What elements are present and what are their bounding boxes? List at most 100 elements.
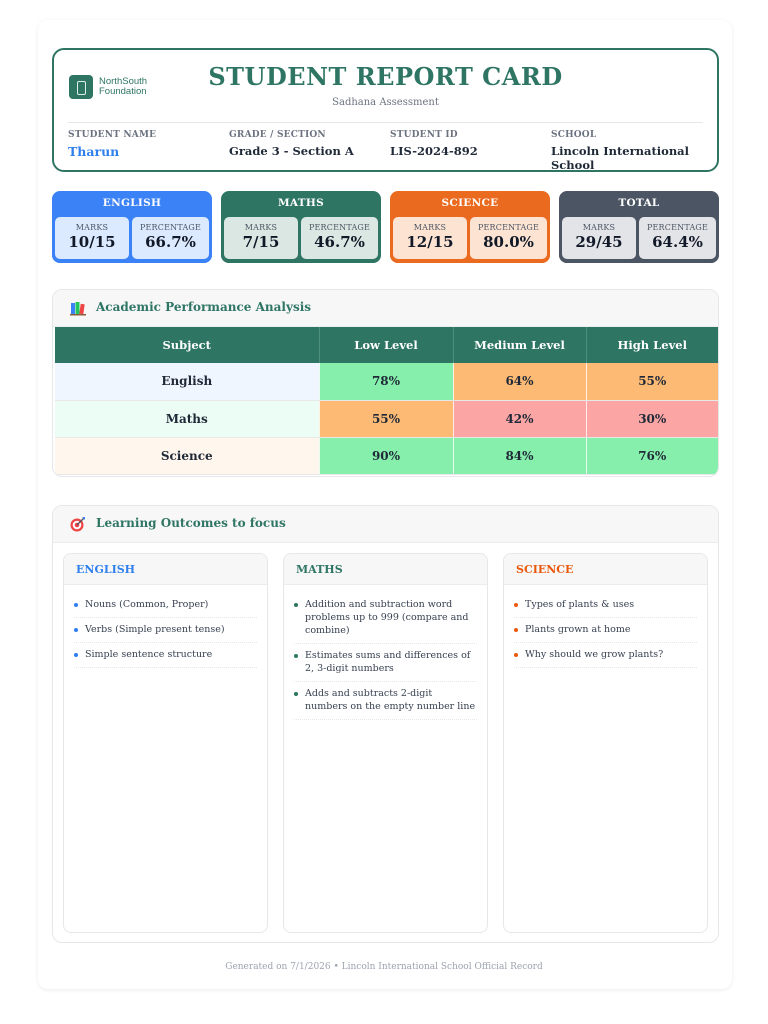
outcome-text: Plants grown at home xyxy=(525,624,631,635)
list-item: Why should we grow plants? xyxy=(514,643,697,668)
score-card-title: ENGLISH xyxy=(102,197,162,209)
percentage-box: PERCENTAGE 66.7% xyxy=(132,217,209,259)
grade-value: Grade 3 - Section A xyxy=(229,144,354,158)
percentage-box: PERCENTAGE 80.0% xyxy=(470,217,547,259)
student-id-label: STUDENT ID xyxy=(390,130,458,140)
bullet-icon xyxy=(294,603,298,607)
header-medium-level: Medium Level xyxy=(453,327,587,363)
bullet-icon xyxy=(74,628,78,632)
list-item: Nouns (Common, Proper) xyxy=(74,593,257,618)
outcome-text: Simple sentence structure xyxy=(85,649,213,660)
bullet-icon xyxy=(294,654,298,658)
marks-value: 7/15 xyxy=(242,233,280,251)
student-name-value: Tharun xyxy=(68,144,120,159)
list-item: Adds and subtracts 2-digit numbers on th… xyxy=(294,682,477,720)
logo-line-1: NorthSouth xyxy=(99,76,148,87)
list-item: Estimates sums and differences of 2, 3-d… xyxy=(294,644,477,682)
report-header: NorthSouth Foundation STUDENT REPORT CAR… xyxy=(52,48,719,172)
percentage-box: PERCENTAGE 64.4% xyxy=(639,217,716,259)
header-subject: Subject xyxy=(55,327,320,363)
outcome-text: Verbs (Simple present tense) xyxy=(85,624,225,635)
score-card-science: SCIENCE MARKS 12/15 PERCENTAGE 80.0% xyxy=(390,191,550,263)
outcomes-list: Types of plants & uses Plants grown at h… xyxy=(504,585,707,668)
percentage-value: 66.7% xyxy=(145,233,196,251)
percentage-value: 64.4% xyxy=(652,233,703,251)
header-divider xyxy=(68,122,703,123)
marks-label: MARKS xyxy=(244,223,278,232)
marks-label: MARKS xyxy=(413,223,447,232)
outcomes-title: Learning Outcomes to focus xyxy=(96,516,286,530)
books-icon xyxy=(70,302,86,316)
foundation-logo: NorthSouth Foundation xyxy=(69,75,147,99)
footer-note: Generated on 7/1/2026 • Lincoln Internat… xyxy=(225,962,543,972)
score-card-english: ENGLISH MARKS 10/15 PERCENTAGE 66.7% xyxy=(52,191,212,263)
outcomes-column-title: MATHS xyxy=(284,554,487,585)
table-row: Maths 55% 42% 30% xyxy=(55,400,718,438)
marks-label: MARKS xyxy=(75,223,109,232)
score-card-title: SCIENCE xyxy=(441,197,499,209)
marks-box: MARKS 12/15 xyxy=(393,217,467,259)
outcomes-list: Addition and subtraction word problems u… xyxy=(284,585,487,720)
performance-panel-header: Academic Performance Analysis xyxy=(53,290,718,327)
low-level-cell: 78% xyxy=(319,363,454,401)
logo-icon xyxy=(69,75,93,99)
table-row: Science 90% 84% 76% xyxy=(55,437,718,475)
bullet-icon xyxy=(74,653,78,657)
page-title: STUDENT REPORT CARD xyxy=(208,62,563,91)
outcome-text: Types of plants & uses xyxy=(525,599,635,610)
list-item: Plants grown at home xyxy=(514,618,697,643)
list-item: Types of plants & uses xyxy=(514,593,697,618)
medium-level-cell: 42% xyxy=(453,400,587,438)
marks-value: 29/45 xyxy=(575,233,623,251)
target-icon xyxy=(70,517,85,532)
outcomes-panel: Learning Outcomes to focus ENGLISH Nouns… xyxy=(52,505,719,943)
list-item: Simple sentence structure xyxy=(74,643,257,668)
medium-level-cell: 84% xyxy=(453,437,587,475)
percentage-value: 46.7% xyxy=(314,233,365,251)
percentage-label: PERCENTAGE xyxy=(308,223,371,232)
subject-cell: Maths xyxy=(55,400,320,438)
outcome-text: Addition and subtraction word problems u… xyxy=(305,599,469,636)
school-label: SCHOOL xyxy=(551,130,597,140)
high-level-cell: 76% xyxy=(586,437,718,475)
high-level-cell: 55% xyxy=(586,363,718,401)
marks-box: MARKS 10/15 xyxy=(55,217,129,259)
subject-cell: Science xyxy=(55,437,320,475)
page-subtitle: Sadhana Assessment xyxy=(332,97,439,108)
outcomes-column-title: SCIENCE xyxy=(504,554,707,585)
list-item: Verbs (Simple present tense) xyxy=(74,618,257,643)
bullet-icon xyxy=(514,603,518,607)
student-name-field: STUDENT NAME Tharun xyxy=(68,130,228,159)
bullet-icon xyxy=(514,628,518,632)
percentage-value: 80.0% xyxy=(483,233,534,251)
high-level-cell: 30% xyxy=(586,400,718,438)
school-value: Lincoln International School xyxy=(551,144,689,172)
logo-line-2: Foundation xyxy=(99,86,147,97)
table-row: English 78% 64% 55% xyxy=(55,363,718,401)
percentage-label: PERCENTAGE xyxy=(477,223,540,232)
bullet-icon xyxy=(74,603,78,607)
outcome-text: Why should we grow plants? xyxy=(525,649,664,660)
score-card-title: MATHS xyxy=(277,197,324,209)
outcomes-list: Nouns (Common, Proper) Verbs (Simple pre… xyxy=(64,585,267,668)
outcomes-panel-header: Learning Outcomes to focus xyxy=(53,506,718,543)
school-field: SCHOOL Lincoln International School xyxy=(551,130,716,172)
marks-box: MARKS 7/15 xyxy=(224,217,298,259)
score-card-maths: MATHS MARKS 7/15 PERCENTAGE 46.7% xyxy=(221,191,381,263)
outcome-text: Nouns (Common, Proper) xyxy=(85,599,209,610)
outcome-text: Adds and subtracts 2-digit numbers on th… xyxy=(305,688,476,712)
table-header-row: Subject Low Level Medium Level High Leve… xyxy=(55,327,718,363)
percentage-box: PERCENTAGE 46.7% xyxy=(301,217,378,259)
outcomes-column-science: SCIENCE Types of plants & uses Plants gr… xyxy=(503,553,708,933)
percentage-label: PERCENTAGE xyxy=(646,223,709,232)
medium-level-cell: 64% xyxy=(453,363,587,401)
grade-field: GRADE / SECTION Grade 3 - Section A xyxy=(229,130,389,158)
performance-title: Academic Performance Analysis xyxy=(96,300,312,314)
performance-table: Subject Low Level Medium Level High Leve… xyxy=(55,327,718,475)
score-card-title: TOTAL xyxy=(618,197,660,209)
low-level-cell: 55% xyxy=(319,400,454,438)
marks-label: MARKS xyxy=(582,223,616,232)
list-item: Addition and subtraction word problems u… xyxy=(294,593,477,644)
outcomes-column-title: ENGLISH xyxy=(64,554,267,585)
score-card-total: TOTAL MARKS 29/45 PERCENTAGE 64.4% xyxy=(559,191,719,263)
